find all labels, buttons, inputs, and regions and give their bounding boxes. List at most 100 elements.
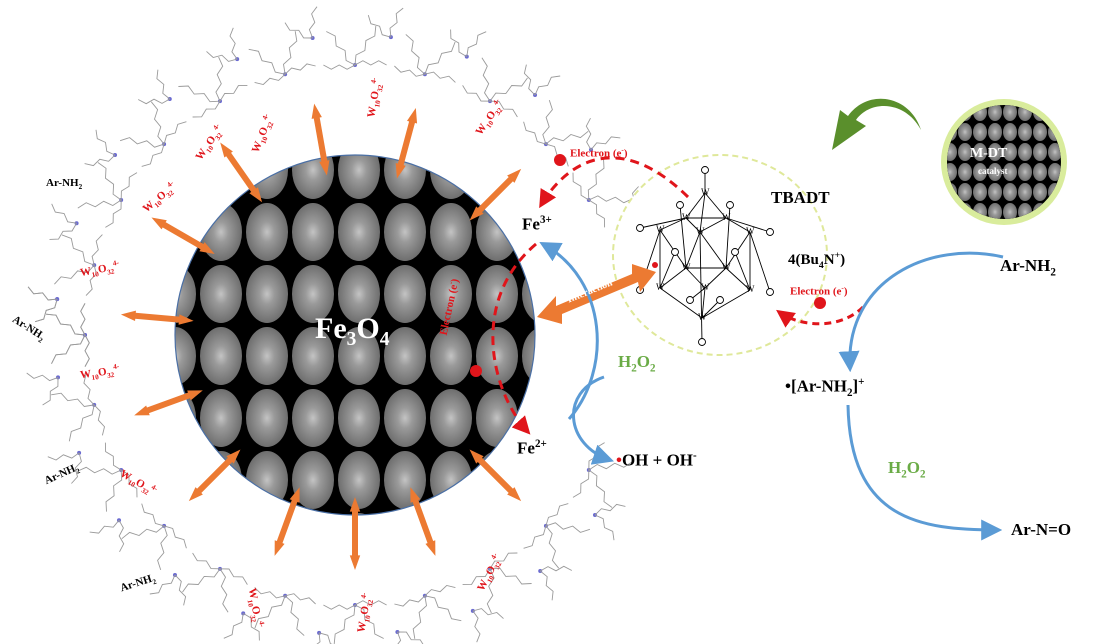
cage-bond <box>685 192 706 219</box>
inset-grain <box>958 163 972 181</box>
core-grain <box>384 451 426 509</box>
core-label: Fe3O4 <box>315 312 390 350</box>
oxygen-atom <box>698 338 706 346</box>
inset-grain <box>988 203 1002 219</box>
orange-double-arrow <box>151 217 215 254</box>
tungsten-atom-label: W <box>696 226 705 236</box>
inset-grain <box>1048 143 1061 161</box>
cage-bond <box>685 231 701 269</box>
oxidant-label: H2O2 <box>888 458 926 481</box>
core-grain <box>292 575 334 633</box>
core-grain <box>384 389 426 447</box>
cage-bond <box>701 289 751 319</box>
inset-grain <box>1048 105 1061 121</box>
inset-grain <box>1003 123 1017 141</box>
tungsten-atom-label: W <box>746 284 755 294</box>
core-grain <box>476 327 518 385</box>
core-grain <box>430 155 472 199</box>
cage-bond <box>725 217 771 233</box>
core-grain <box>338 265 380 323</box>
core-grain <box>292 389 334 447</box>
oxidation-arrow-2 <box>846 404 1003 541</box>
fe2-label: Fe2+ <box>517 438 547 458</box>
core-grain <box>338 451 380 509</box>
inset-label-2: catalyst <box>978 166 1008 176</box>
core-grain <box>430 389 472 447</box>
cage-bond <box>704 267 727 289</box>
core-grain <box>384 513 426 515</box>
oxygen-atom <box>726 201 734 209</box>
electron-arrow-core <box>491 242 537 435</box>
core-grain <box>384 327 426 385</box>
orange-double-arrow <box>469 449 522 502</box>
inset-grain <box>947 163 957 181</box>
core-grain <box>246 203 288 261</box>
inset-grain <box>958 143 972 161</box>
cage-bond <box>734 251 751 291</box>
fe3-label: Fe3+ <box>522 214 552 234</box>
core-grain <box>430 451 472 509</box>
inset-grain <box>988 143 1002 161</box>
core-grain <box>430 203 472 261</box>
core-grain <box>338 203 380 261</box>
tungsten-atom-label: W <box>682 212 691 222</box>
core-grain <box>175 327 196 385</box>
core-grain <box>292 451 334 509</box>
core-grain <box>246 389 288 447</box>
cage-bond <box>725 217 751 233</box>
inset-grain <box>973 123 987 141</box>
core-grain <box>200 389 242 447</box>
tbadt-label: TBADT <box>771 188 830 207</box>
core-grain <box>338 389 380 447</box>
core-grain <box>292 327 334 385</box>
inset-grain <box>1003 143 1017 161</box>
oxygen-atom <box>716 296 724 304</box>
orange-double-arrow <box>188 449 241 502</box>
core-grain <box>200 265 242 323</box>
fe-cycle-arrow <box>539 241 599 420</box>
cage-bond <box>699 192 706 233</box>
oxygen-atom <box>671 248 679 256</box>
core-grain <box>292 513 334 515</box>
tbadt-ellipse <box>612 154 828 356</box>
oxygen-atom <box>636 224 644 232</box>
core-grain <box>292 265 334 323</box>
core-grain <box>338 513 380 515</box>
core-grain <box>522 327 535 385</box>
cage-bond <box>704 192 727 219</box>
cage-bond <box>639 217 687 229</box>
tungsten-atom-label: W <box>656 282 665 292</box>
inset-grain <box>947 203 957 219</box>
cage-bond <box>701 287 706 319</box>
core-grain <box>200 513 242 515</box>
fe3o4-core <box>174 154 536 633</box>
inset-grain <box>1018 143 1032 161</box>
electron-dot-right <box>814 297 826 309</box>
inset-grain <box>988 163 1002 181</box>
cage-bond <box>685 217 701 233</box>
inset-grain <box>1003 105 1017 121</box>
oxygen-atom <box>686 296 694 304</box>
core-grain <box>338 327 380 385</box>
cage-bond <box>749 231 771 293</box>
tungsten-atom-label: W <box>722 262 731 272</box>
inset-grain <box>958 183 972 201</box>
inset-grain <box>947 143 957 161</box>
inset-grain <box>988 123 1002 141</box>
orange-double-arrow <box>410 487 436 556</box>
cage-bond <box>725 204 731 269</box>
inset-grain <box>1033 143 1047 161</box>
tungsten-atom-label: W <box>746 226 755 236</box>
core-grain <box>338 155 380 199</box>
peroxide-label-cycle: H2O2 <box>618 352 656 375</box>
inset-grain <box>1033 183 1047 201</box>
electron-dot-cage <box>652 262 658 268</box>
core-grain <box>246 451 288 509</box>
core-grain <box>175 513 196 515</box>
cage-bond <box>659 267 687 289</box>
ligand-shell <box>26 6 663 644</box>
electron-label-right: Electron (e-) <box>790 284 848 298</box>
inset-grain <box>1003 163 1017 181</box>
cage-bond <box>679 204 687 269</box>
